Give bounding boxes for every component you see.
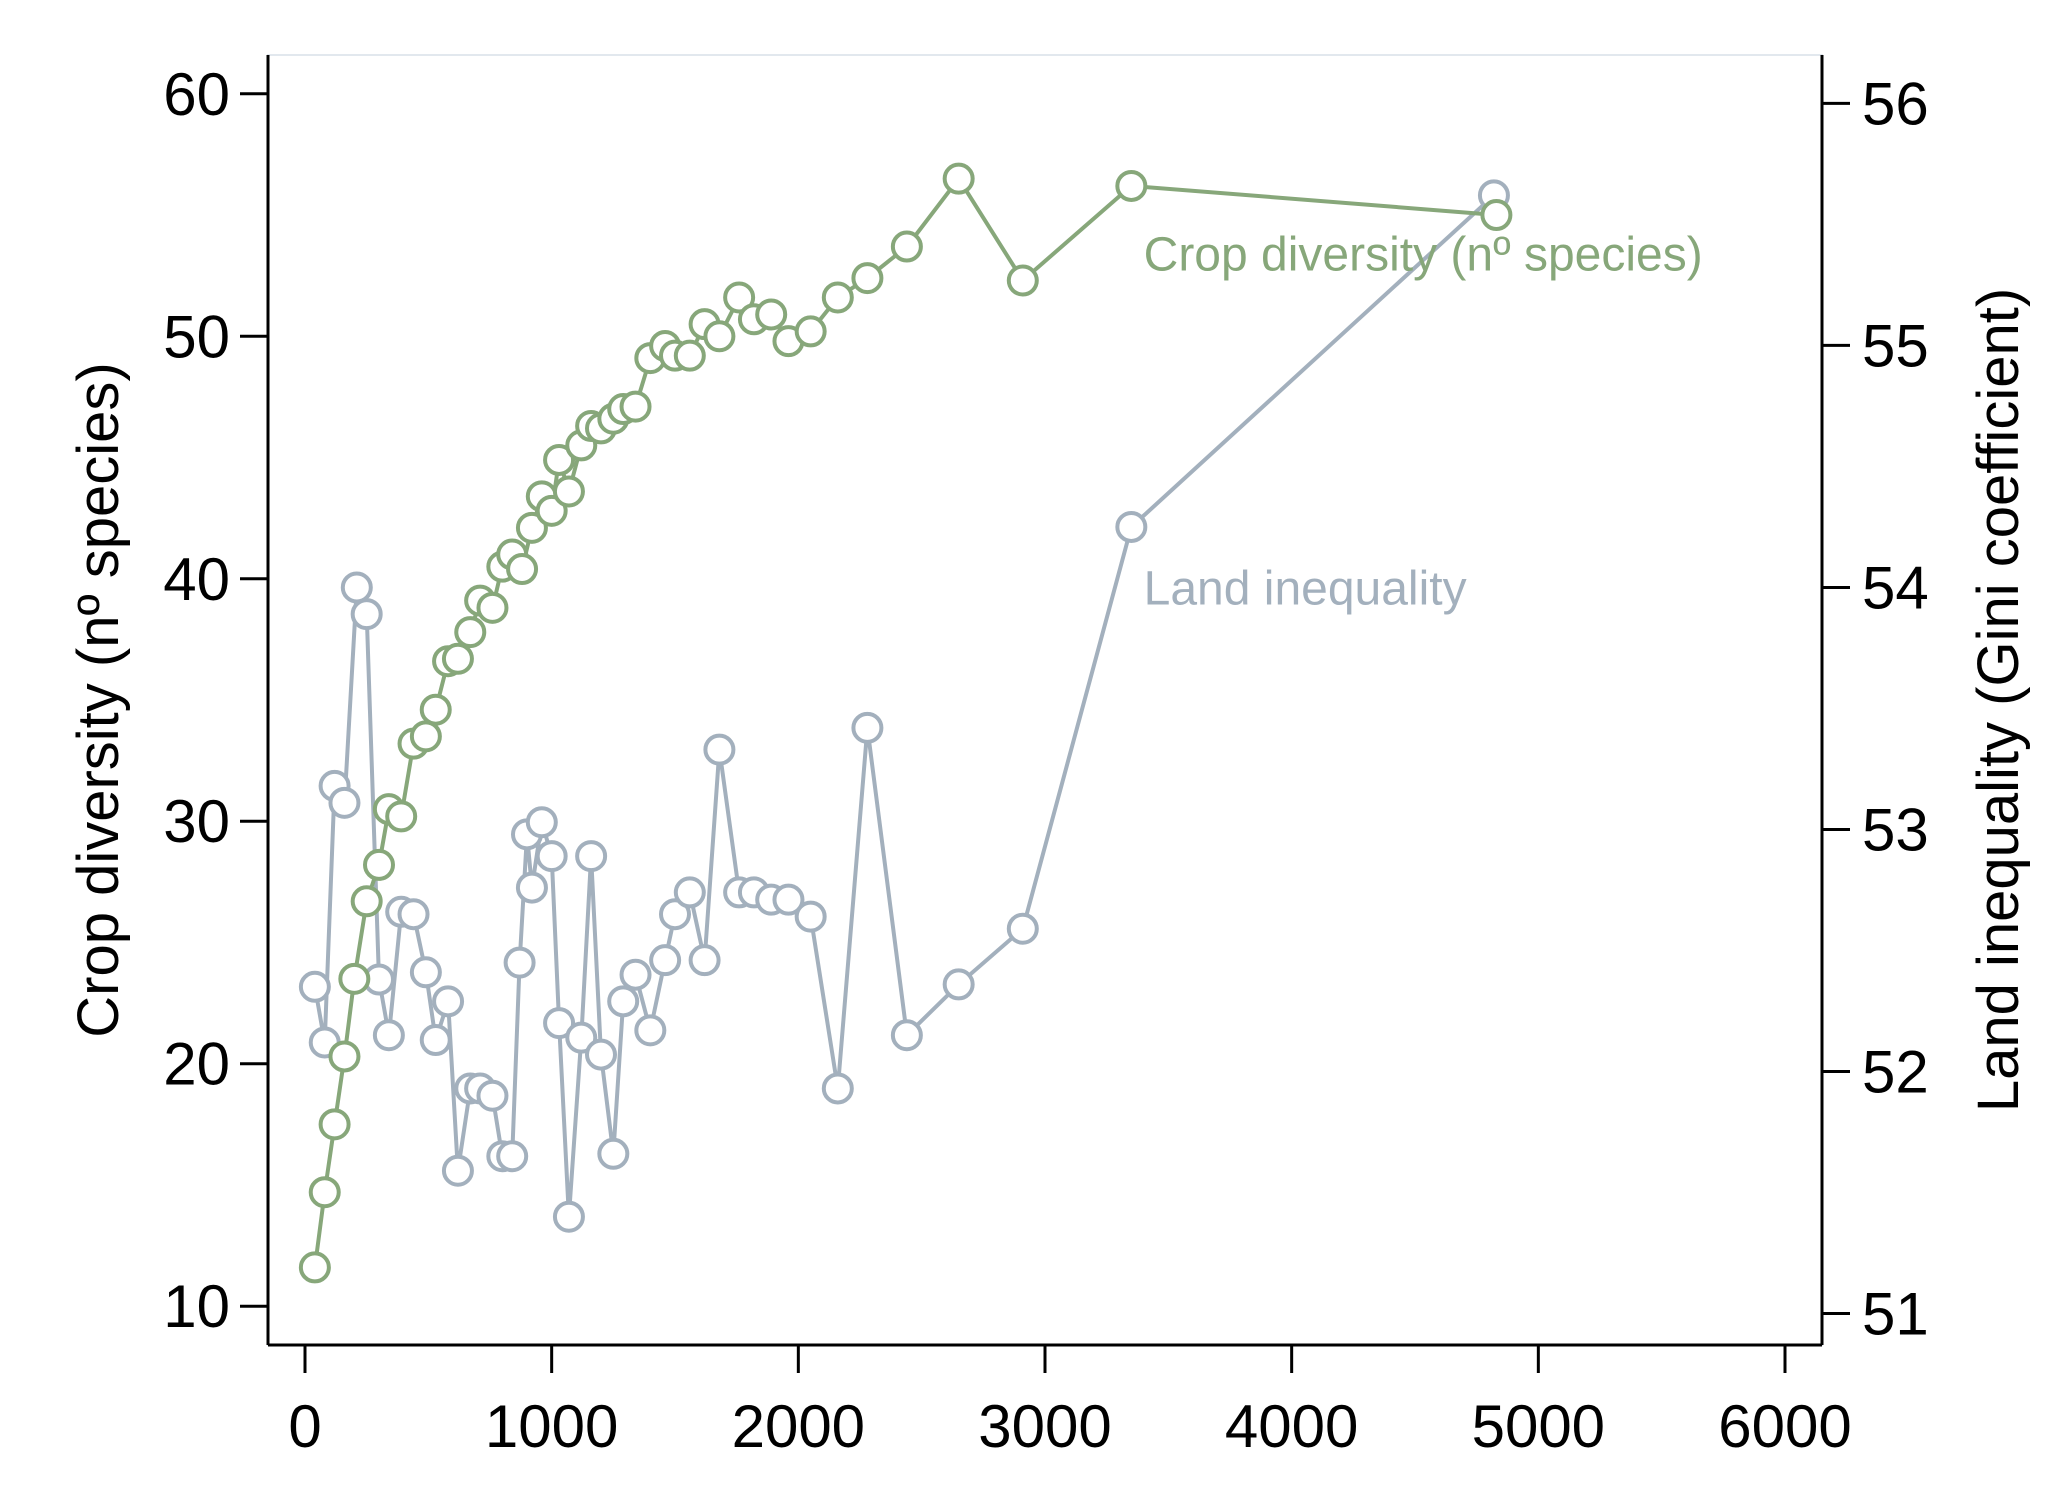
data-point [723,281,756,314]
data-point [409,720,442,753]
data-point [308,1176,341,1209]
data-point [634,1014,667,1047]
data-point [441,642,474,675]
data-point [454,616,487,649]
y-tick-label-right: 54 [1862,554,1929,621]
y-axis-label-right: Land inequality (Gini coefficient) [1966,288,2031,1112]
data-point [565,1021,598,1054]
data-point [619,390,652,423]
data-point [496,1140,529,1173]
data-point [543,1007,576,1040]
data-point [585,1038,617,1071]
data-point [409,956,442,989]
series-left [298,162,1513,1284]
data-point [673,876,706,909]
y-tick-label-right: 53 [1862,796,1929,863]
data-point [1006,264,1039,297]
x-tick-label: 6000 [1718,1393,1851,1460]
x-tick-label: 2000 [732,1393,865,1460]
y-axis-label-left: Crop diversity (nº species) [66,362,131,1038]
data-point [298,1251,331,1284]
data-point [772,883,805,916]
data-point [890,230,923,263]
data-point [385,800,418,833]
data-point [432,985,465,1018]
y-tick-label-right: 55 [1862,312,1929,379]
data-point [794,900,827,933]
data-point [328,1040,361,1073]
data-point [794,315,827,348]
data-point [372,1019,405,1052]
y-tick-label-left: 10 [163,1273,230,1340]
data-point [575,840,608,873]
x-tick-label: 3000 [978,1393,1111,1460]
data-point [649,944,682,977]
data-point [703,320,736,353]
data-point [552,475,585,508]
data-point [619,958,652,991]
series-layer [298,162,1513,1284]
data-point [397,898,430,931]
data-point [340,571,373,604]
data-point [525,806,558,839]
data-point [338,962,371,995]
x-tick-label: 1000 [485,1393,618,1460]
data-point [535,494,568,527]
data-point [298,970,331,1003]
series-label: Land inequality [1144,562,1467,615]
data-point [552,1200,585,1233]
axes: 0 1000 2000 3000 4000 5000 6000 10 20 30 40 50 60 51 5… [163,55,1929,1460]
series-right [298,179,1510,1233]
data-point [942,162,975,195]
data-point [543,443,576,476]
data-point [821,1072,854,1105]
y-tick-label-left: 40 [163,546,230,613]
x-tick-label: 5000 [1472,1393,1605,1460]
data-point [515,871,548,904]
data-point [419,1024,452,1057]
data-point [851,262,884,295]
y-tick-label-left: 50 [163,303,230,370]
data-point [350,885,383,918]
data-point [503,946,536,979]
x-tick-label: 4000 [1225,1393,1358,1460]
data-point [535,840,568,873]
data-point [597,1137,630,1170]
data-point [659,898,691,931]
series-label: Crop diversity (nº species) [1144,228,1703,281]
y-tick-label-left: 30 [163,788,230,855]
data-point [1480,199,1513,232]
x-tick-label: 0 [288,1393,321,1460]
data-point [328,786,361,819]
y-tick-label-left: 20 [163,1031,230,1098]
data-point [607,985,640,1018]
data-point [1006,912,1039,945]
data-point [942,968,975,1001]
data-point [350,598,383,631]
data-point [1115,169,1148,202]
data-point [755,298,788,331]
data-point [1115,510,1148,543]
y-tick-label-left: 60 [163,61,230,128]
data-point [476,1079,509,1112]
data-point [688,944,721,977]
data-point [673,339,706,372]
y-tick-label-right: 51 [1862,1281,1929,1348]
data-point [441,1154,474,1187]
data-point [703,733,736,766]
data-point [506,553,539,586]
data-point [515,511,548,544]
y-tick-label-right: 56 [1862,70,1929,137]
data-point [318,1108,351,1141]
data-point [890,1019,923,1052]
annotations-layer: Crop diversity (nº species) Land inequali… [1144,228,1703,615]
data-point [851,711,884,744]
data-point [821,281,854,314]
data-point [363,848,395,881]
data-point [476,591,509,624]
y-tick-label-right: 52 [1862,1039,1929,1106]
data-point [419,693,452,726]
